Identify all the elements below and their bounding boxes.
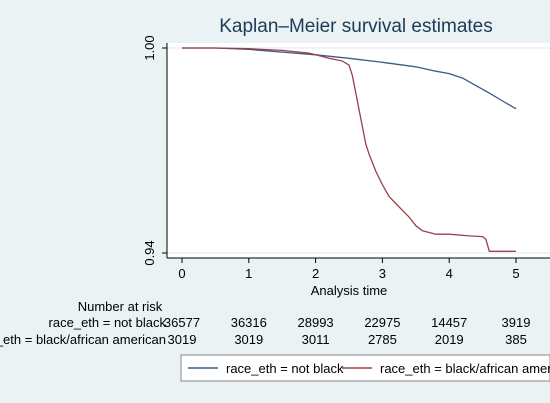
axes: [166, 43, 550, 259]
x-tick-label: 2: [312, 266, 319, 281]
chart-title: Kaplan–Meier survival estimates: [219, 16, 493, 37]
risk-row-label: race_eth = black/african american: [0, 332, 166, 347]
legend: race_eth = not black race_eth = black/afr…: [180, 354, 550, 382]
risk-count: 28993: [298, 315, 334, 330]
risk-count: 3919: [502, 315, 531, 330]
x-tick-label: 3: [379, 266, 386, 281]
y-tick-label: 0.94: [142, 240, 157, 265]
series-lines: [182, 47, 517, 252]
x-axis-label: Analysis time: [311, 283, 388, 298]
risk-count: 36316: [231, 315, 267, 330]
x-tick-label: 0: [178, 266, 185, 281]
plot-area: [167, 43, 550, 258]
risk-count: 3019: [168, 332, 197, 347]
risk-count: 3019: [234, 332, 263, 347]
risk-count: 2019: [435, 332, 464, 347]
risk-count: 385: [505, 332, 527, 347]
risk-row-label: race_eth = not black: [49, 315, 167, 330]
risk-count: 3011: [302, 332, 330, 347]
x-tick-label: 4: [446, 266, 453, 281]
x-tick-label: 1: [245, 266, 252, 281]
y-tick-label: 1.00: [142, 35, 157, 60]
risk-table-header: Number at risk: [78, 299, 163, 314]
risk-count: 22975: [364, 315, 400, 330]
risk-count: 36577: [164, 315, 200, 330]
series-line-not-black: [182, 47, 517, 110]
risk-count: 14457: [431, 315, 467, 330]
series-line-black-african-american: [182, 47, 516, 252]
risk-count: 2785: [368, 332, 397, 347]
legend-label: race_eth = black/african american: [380, 361, 550, 376]
x-tick-label: 5: [512, 266, 519, 281]
tick-labels: 0 1 2 3 4 5 0.94 1.00: [142, 35, 520, 281]
legend-label: race_eth = not black: [226, 361, 344, 376]
